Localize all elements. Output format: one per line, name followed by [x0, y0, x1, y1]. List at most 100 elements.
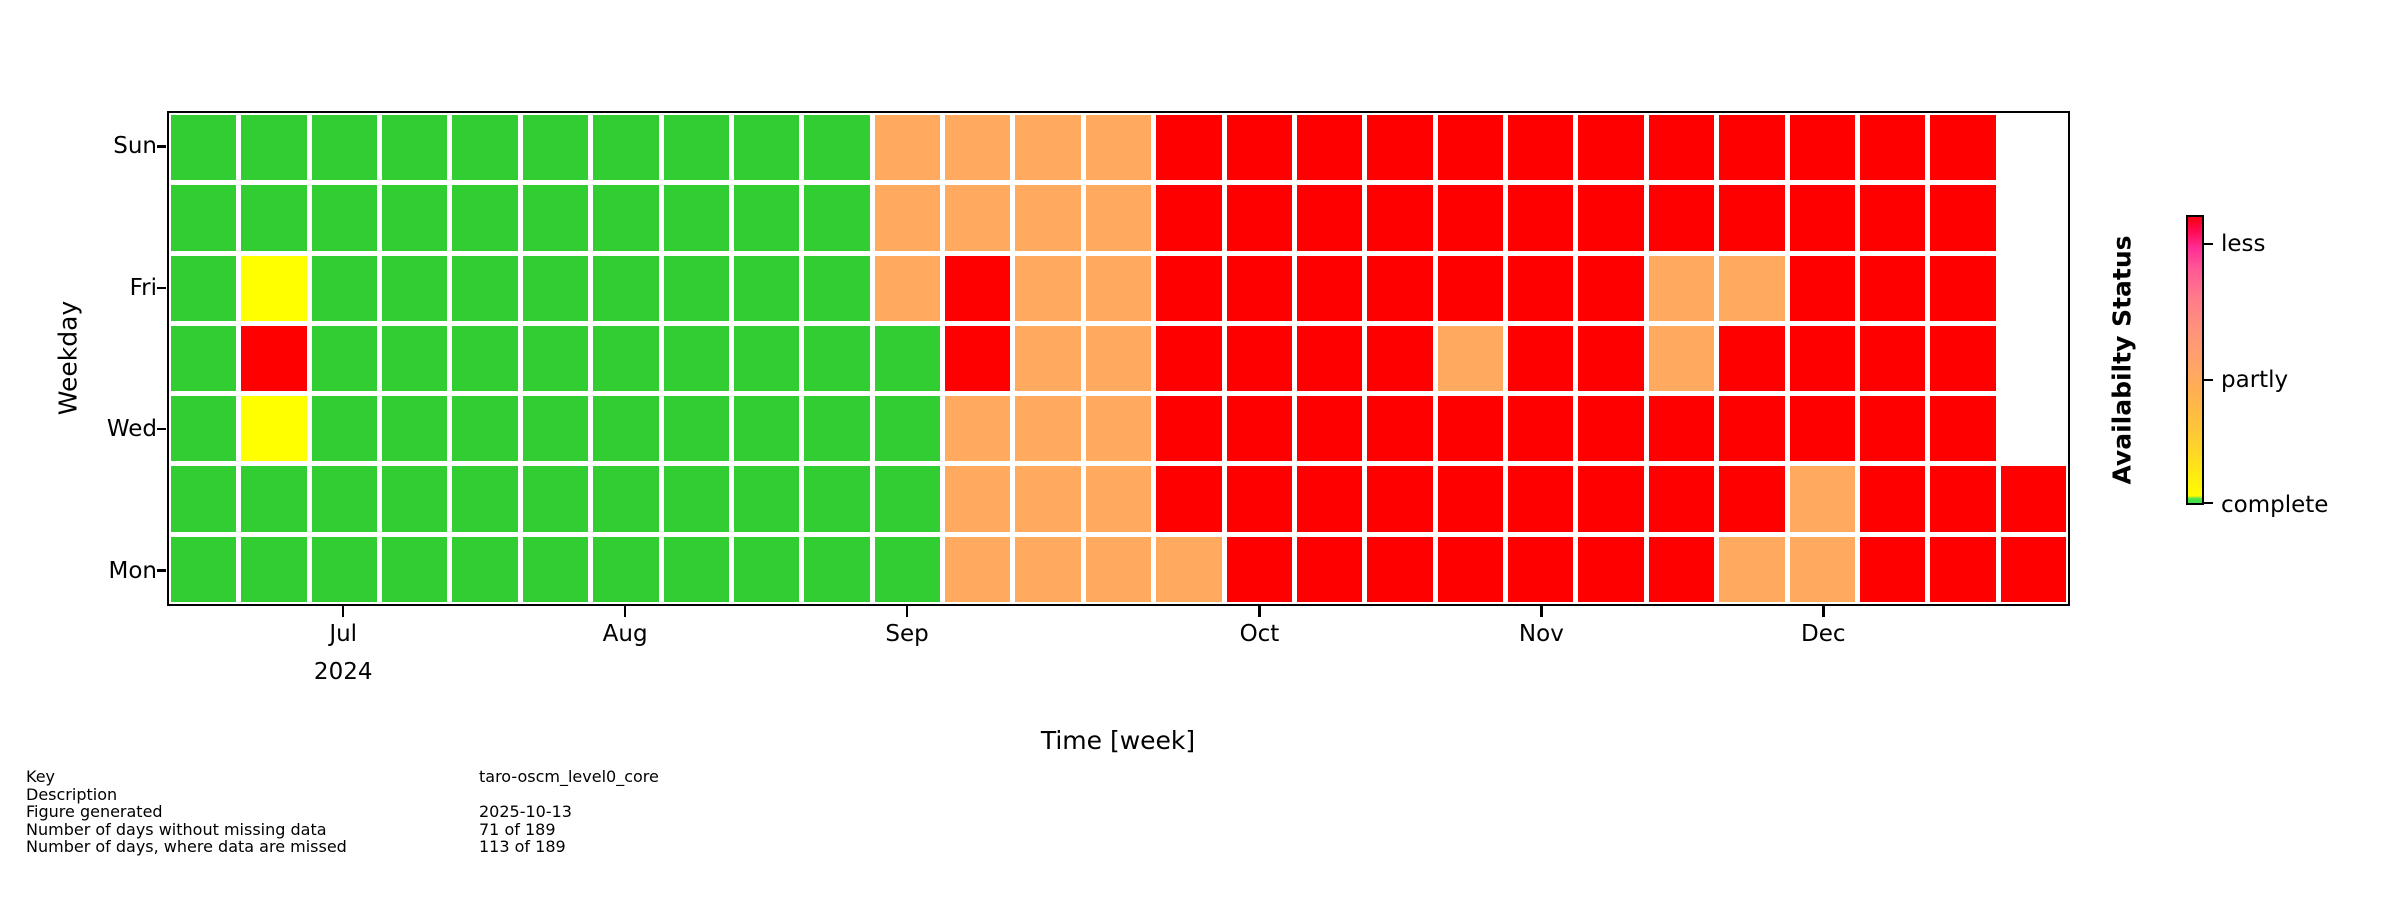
heatmap-cell [1015, 325, 1081, 392]
heatmap-cell [382, 115, 448, 181]
heatmap-cell [804, 536, 870, 602]
heatmap-cell [1156, 185, 1222, 251]
heatmap-cell-empty [2001, 256, 2066, 321]
heatmap-cell [733, 185, 800, 251]
colorbar-tick-label: partly [2221, 367, 2289, 394]
heatmap-cell [1578, 185, 1644, 251]
heatmap-cell [1296, 466, 1363, 532]
heatmap-cell [1226, 466, 1292, 532]
heatmap-cell [1578, 325, 1644, 392]
heatmap-cell [1859, 185, 1926, 251]
heatmap-cell [1859, 325, 1926, 392]
heatmap-cell [1930, 396, 1996, 462]
heatmap-cell [522, 466, 589, 532]
heatmap-cell [874, 115, 941, 181]
heatmap-cell [1437, 185, 1504, 251]
heatmap-cell [1719, 185, 1785, 251]
heatmap-cell [1578, 396, 1644, 462]
heatmap-cell [593, 536, 659, 602]
metadata-label: Description [26, 784, 118, 804]
heatmap-cell [1226, 325, 1292, 392]
heatmap-cell [1859, 536, 1926, 602]
metadata-row: Figure generated 2025-10-13 [26, 803, 1226, 821]
heatmap-cell-empty [2001, 185, 2066, 250]
heatmap-cell [663, 466, 729, 532]
heatmap-cell [1296, 396, 1363, 462]
heatmap-cell [1367, 536, 1433, 602]
x-tick-mark [1540, 606, 1543, 617]
heatmap-cell [1930, 255, 1996, 321]
x-tick-label: Sep [885, 621, 929, 647]
heatmap-cell [1789, 325, 1855, 392]
colorbar-tick-mark [2204, 379, 2213, 382]
heatmap-cell [1085, 536, 1152, 602]
heatmap-cell-empty [2001, 396, 2066, 461]
heatmap-cell [1930, 325, 1996, 392]
heatmap-cell [1578, 115, 1644, 181]
heatmap-cell [1015, 185, 1081, 251]
heatmap-cell [1296, 536, 1363, 602]
x-tick-mark [1822, 606, 1825, 617]
heatmap-cell [663, 255, 729, 321]
heatmap-cell [1437, 536, 1504, 602]
metadata-row: Key taro-oscm_level0_core [26, 768, 1226, 786]
metadata-value: 113 of 189 [479, 837, 566, 856]
heatmap-cell [1508, 536, 1574, 602]
heatmap-cell [1789, 185, 1855, 251]
heatmap-cell [2000, 466, 2066, 532]
y-tick-label: Wed [106, 416, 157, 443]
heatmap-cell [1437, 396, 1504, 462]
heatmap-cell [241, 115, 307, 181]
colorbar-tick-label: less [2221, 231, 2266, 257]
heatmap-cell [171, 536, 237, 602]
heatmap-cell [311, 255, 378, 321]
colorbar-tick-mark [2204, 501, 2213, 505]
x-tick-label: Oct [1239, 621, 1280, 647]
heatmap-cell [1789, 396, 1855, 462]
heatmap-cell-empty [2001, 115, 2066, 180]
metadata-value: taro-oscm_level0_core [479, 767, 659, 786]
heatmap-cell [1437, 115, 1504, 181]
heatmap-cell [945, 115, 1011, 181]
heatmap-plot [167, 111, 2070, 606]
heatmap-cell [1156, 115, 1222, 181]
heatmap-cell [1719, 396, 1785, 462]
colorbar-tick-mark [2204, 242, 2213, 246]
heatmap-cell [452, 325, 518, 392]
heatmap-cell [663, 536, 729, 602]
heatmap-cell [733, 466, 800, 532]
heatmap-cell [1859, 466, 1926, 532]
heatmap-cell [1648, 466, 1715, 532]
y-tick-label: Sun [113, 133, 157, 160]
heatmap-cell [522, 396, 589, 462]
heatmap-cell [663, 185, 729, 251]
heatmap-cell [171, 466, 237, 532]
heatmap-cell [522, 185, 589, 251]
colorbar-title: Availabilty Status [2107, 235, 2137, 485]
heatmap-cell [171, 396, 237, 462]
heatmap-cell [874, 255, 941, 321]
heatmap-cell [1085, 466, 1152, 532]
heatmap-cell [1156, 466, 1222, 532]
heatmap-cell [1719, 466, 1785, 532]
heatmap-cell [1508, 466, 1574, 532]
metadata-row: Description [26, 784, 1226, 804]
heatmap-cell [1367, 255, 1433, 321]
heatmap-cell [241, 396, 307, 462]
colorbar-tick-label: complete [2221, 492, 2329, 518]
heatmap-cell [663, 325, 729, 392]
heatmap-cell [1719, 255, 1785, 321]
heatmap-cell [804, 325, 870, 392]
heatmap-cell [1156, 255, 1222, 321]
x-tick-label: Aug [602, 621, 648, 647]
heatmap-cell [1578, 255, 1644, 321]
heatmap-cell [804, 115, 870, 181]
heatmap-cell [241, 536, 307, 602]
heatmap-cell [1015, 255, 1081, 321]
heatmap-cell [1296, 325, 1363, 392]
heatmap-cell [1437, 466, 1504, 532]
heatmap-cell [522, 255, 589, 321]
heatmap-grid [169, 113, 2068, 604]
heatmap-cell [1085, 396, 1152, 462]
x-tick-mark [342, 606, 345, 617]
